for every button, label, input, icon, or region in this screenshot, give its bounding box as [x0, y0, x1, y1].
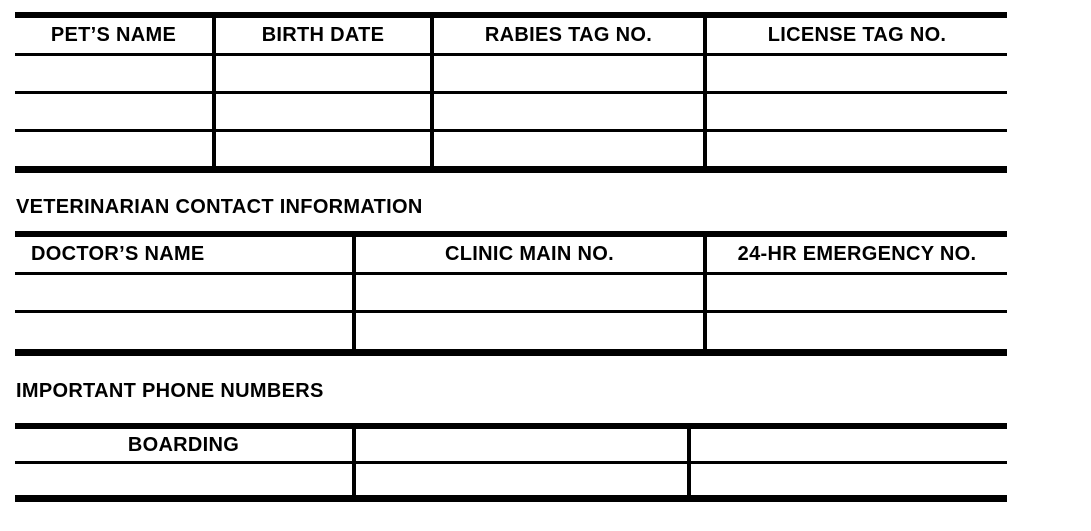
- phone-number-blank-cell: [356, 429, 691, 464]
- pet-name-blank-cell: [15, 132, 216, 166]
- column-header-license-tag-no: LICENSE TAG NO.: [707, 18, 1007, 56]
- column-header-rabies-tag-no: RABIES TAG NO.: [434, 18, 707, 56]
- phone-number-blank-cell: [691, 464, 1007, 495]
- pet-name-blank-cell: [15, 94, 216, 132]
- doctor-name-blank-cell: [15, 313, 356, 349]
- birth-date-blank-cell: [216, 56, 434, 94]
- phone-number-blank-cell: [691, 429, 1007, 464]
- emergency-no-blank-cell: [707, 275, 1007, 313]
- doctor-name-blank-cell: [15, 275, 356, 313]
- birth-date-blank-cell: [216, 94, 434, 132]
- pet-name-blank-cell: [15, 56, 216, 94]
- column-header-clinic-main-no: CLINIC MAIN NO.: [356, 237, 707, 275]
- vet-contact-table: DOCTOR’S NAME CLINIC MAIN NO. 24-HR EMER…: [15, 231, 1007, 356]
- rabies-tag-blank-cell: [434, 94, 707, 132]
- pet-info-table: PET’S NAME BIRTH DATE RABIES TAG NO. LIC…: [15, 12, 1007, 173]
- phone-number-blank-cell: [356, 464, 691, 495]
- phone-numbers-table: BOARDING: [15, 423, 1007, 502]
- vet-contact-section-heading: VETERINARIAN CONTACT INFORMATION: [16, 196, 423, 218]
- clinic-main-no-blank-cell: [356, 313, 707, 349]
- phone-label-blank-cell: [15, 464, 356, 495]
- phone-label-boarding-cell: BOARDING: [15, 429, 356, 464]
- rabies-tag-blank-cell: [434, 132, 707, 166]
- license-tag-blank-cell: [707, 56, 1007, 94]
- license-tag-blank-cell: [707, 132, 1007, 166]
- column-header-birth-date: BIRTH DATE: [216, 18, 434, 56]
- phone-numbers-section-heading: IMPORTANT PHONE NUMBERS: [16, 380, 324, 402]
- column-header-pets-name: PET’S NAME: [15, 18, 216, 56]
- rabies-tag-blank-cell: [434, 56, 707, 94]
- license-tag-blank-cell: [707, 94, 1007, 132]
- column-header-doctors-name: DOCTOR’S NAME: [15, 237, 356, 275]
- birth-date-blank-cell: [216, 132, 434, 166]
- column-header-24hr-emergency-no: 24-HR EMERGENCY NO.: [707, 237, 1007, 275]
- clinic-main-no-blank-cell: [356, 275, 707, 313]
- emergency-no-blank-cell: [707, 313, 1007, 349]
